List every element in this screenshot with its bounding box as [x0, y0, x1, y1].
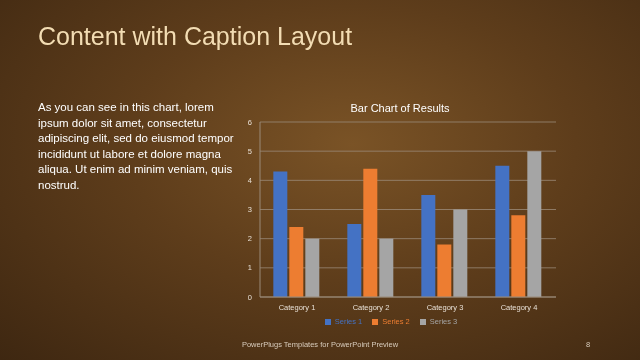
html-text:Bar Chart of Results: Bar Chart of Results	[350, 102, 450, 114]
html-text:Content with Caption Layout: Content with Caption Layout	[38, 22, 353, 50]
svg-text:Category 1: Category 1	[279, 303, 316, 312]
html-text:Series 2: Series 2	[382, 317, 410, 326]
html-text:Series 1: Series 1	[334, 317, 363, 326]
svg-text:5: 5	[248, 147, 252, 156]
svg-text:Category 2: Category 2	[353, 303, 390, 312]
html-text:As you can see in this chart,: As you can see in this chart, lorem ipsu…	[38, 101, 234, 191]
svg-text:4: 4	[248, 176, 252, 185]
svg-text:3: 3	[248, 205, 252, 214]
svg-text:6: 6	[248, 118, 252, 127]
html-text:PowerPlugs Templates for Power: PowerPlugs Templates for PowerPoint Prev…	[241, 340, 399, 349]
svg-text:Category 3: Category 3	[427, 303, 464, 312]
svg-text:2: 2	[248, 234, 252, 243]
svg-text:1: 1	[248, 263, 252, 272]
html-text:8: 8	[586, 340, 591, 349]
svg-text:0: 0	[248, 293, 252, 302]
svg-text:Category 4: Category 4	[501, 303, 538, 312]
html-text:Series 3: Series 3	[429, 317, 458, 326]
